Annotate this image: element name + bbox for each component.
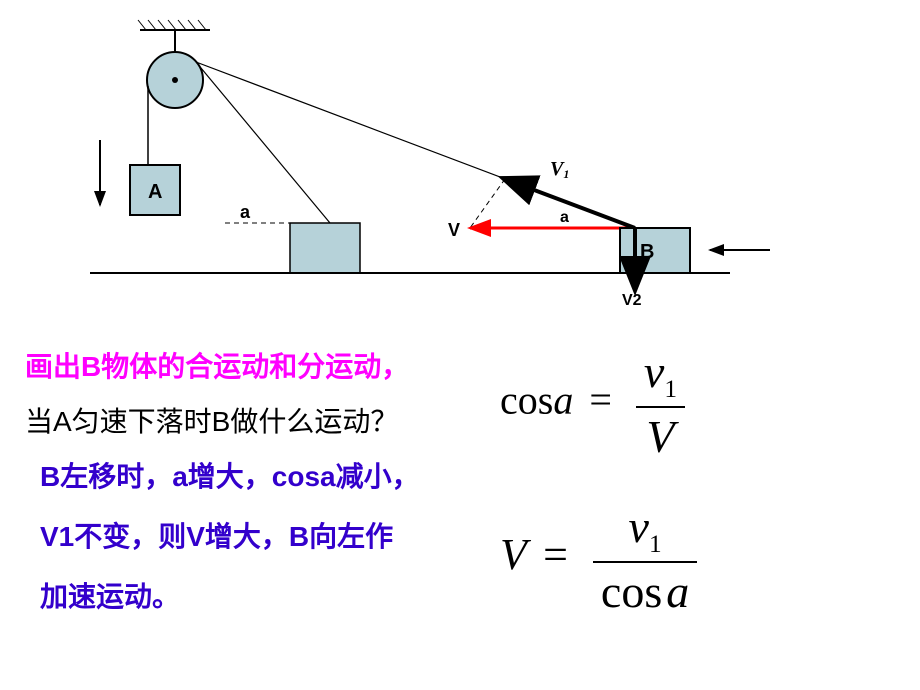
formula-cos-a: cosa = v1 V: [500, 345, 685, 463]
svg-text:a: a: [560, 209, 569, 226]
caption-line-4: V1不变，则V增大，B向左作: [40, 515, 393, 555]
caption-line-5: 加速运动。: [40, 575, 180, 615]
formula-V: V = v1 cosa: [500, 500, 697, 618]
caption-line-1: 画出B物体的合运动和分运动，: [25, 345, 409, 385]
svg-text:B: B: [640, 241, 654, 263]
caption-line-3: B左移时，a增大，cosa减小，: [40, 455, 420, 495]
svg-text:A: A: [148, 181, 162, 203]
svg-text:V1: V1: [550, 158, 569, 181]
caption-line-2: 当A匀速下落时B做什么运动？: [25, 400, 398, 440]
physics-diagram: Aa V V1 a B V2: [0, 0, 920, 320]
svg-text:a: a: [240, 202, 251, 222]
svg-text:V2: V2: [622, 292, 642, 309]
svg-text:V: V: [448, 220, 460, 240]
